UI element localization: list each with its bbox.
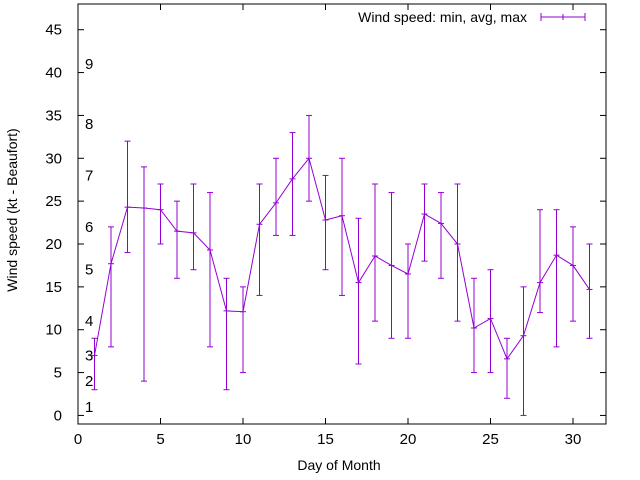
legend: Wind speed: min, avg, max bbox=[358, 9, 586, 25]
x-tick-label: 25 bbox=[482, 431, 499, 448]
series-group bbox=[91, 114, 593, 416]
beaufort-labels: 1 2 3 4 5 6 7 8 9 bbox=[85, 56, 93, 416]
x-tick-label: 10 bbox=[235, 431, 252, 448]
x-axis-label: Day of Month bbox=[297, 457, 380, 473]
y-tick-label: 40 bbox=[45, 65, 62, 82]
beaufort-label: 8 bbox=[85, 116, 93, 133]
beaufort-label: 2 bbox=[85, 373, 93, 390]
x-tick-label: 30 bbox=[565, 431, 582, 448]
y-axis-label: Wind speed (kt - Beaufort) bbox=[4, 128, 20, 291]
legend-label: Wind speed: min, avg, max bbox=[358, 9, 527, 25]
y-tick-label: 20 bbox=[45, 236, 62, 253]
beaufort-label: 4 bbox=[85, 313, 93, 330]
y-tick-label: 0 bbox=[54, 407, 62, 424]
y-tick-label: 25 bbox=[45, 193, 62, 210]
x-tick-label: 20 bbox=[400, 431, 417, 448]
beaufort-label: 3 bbox=[85, 347, 93, 364]
y-tick-label: 35 bbox=[45, 107, 62, 124]
beaufort-label: 7 bbox=[85, 167, 93, 184]
y-tick-label: 5 bbox=[54, 365, 62, 382]
plot-frame bbox=[77, 3, 607, 425]
beaufort-label: 9 bbox=[85, 56, 93, 73]
y-tick-label: 30 bbox=[45, 150, 62, 167]
beaufort-label: 6 bbox=[85, 219, 93, 236]
x-tick-label: 0 bbox=[74, 431, 82, 448]
x-tick-label: 5 bbox=[156, 431, 164, 448]
beaufort-label: 5 bbox=[85, 262, 93, 279]
y-tick-label: 10 bbox=[45, 322, 62, 339]
y-tick-label: 15 bbox=[45, 279, 62, 296]
x-tick-label: 15 bbox=[317, 431, 334, 448]
beaufort-label: 1 bbox=[85, 399, 93, 416]
y-tick-label: 45 bbox=[45, 22, 62, 39]
